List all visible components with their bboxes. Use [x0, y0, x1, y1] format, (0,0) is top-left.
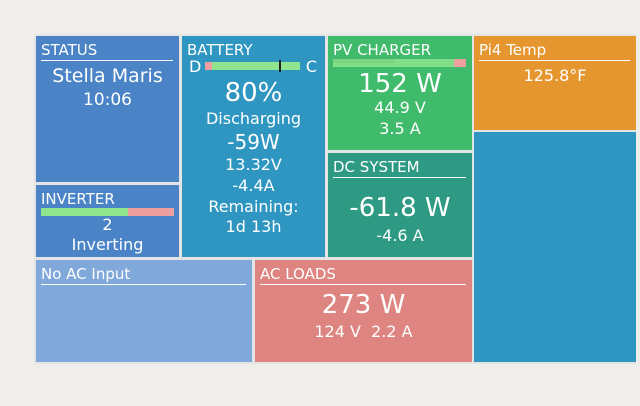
temperature-tile: Pi4 Temp 125.8°F	[474, 36, 636, 130]
dc-current: -4.6 A	[376, 226, 424, 245]
empty-tile	[474, 132, 636, 362]
tile-title: INVERTER	[41, 190, 173, 210]
tile-title: Pi4 Temp	[479, 41, 630, 61]
ac-input-tile: No AC Input	[36, 260, 252, 362]
gauge-marker	[279, 60, 281, 72]
battery-voltage: 13.32V	[225, 155, 282, 174]
inverter-bar-rest	[128, 208, 174, 216]
inverter-tile: INVERTER 2 Inverting	[36, 185, 179, 257]
remaining-label: Remaining:	[208, 197, 299, 216]
remaining-time: 1d 13h	[225, 217, 282, 236]
battery-soc: 80%	[224, 78, 283, 108]
pv-current: 3.5 A	[379, 119, 421, 138]
battery-power: -59W	[227, 130, 280, 154]
gauge-right-label: C	[305, 57, 317, 76]
pv-voltage: 44.9 V	[374, 98, 426, 117]
gauge-fill	[212, 62, 300, 70]
tile-title: DC SYSTEM	[333, 158, 466, 178]
system-name: Stella Maris	[52, 65, 163, 87]
inverter-value: 2	[102, 215, 113, 234]
pv-bar-rest	[454, 59, 466, 67]
tile-title: BATTERY	[187, 41, 253, 59]
pv-power: 152 W	[358, 69, 442, 99]
tile-title: AC LOADS	[260, 265, 466, 285]
gauge-low	[205, 62, 212, 70]
temperature-value: 125.8°F	[523, 66, 587, 85]
ac-power: 273 W	[321, 290, 406, 320]
status-tile: STATUS Stella Maris 10:06	[36, 36, 179, 182]
pv-bar	[333, 59, 454, 67]
ac-readings: 124 V 2.2 A	[255, 322, 472, 342]
pv-charger-tile: PV CHARGER 152 W 44.9 V 3.5 A	[328, 36, 472, 150]
ac-loads-tile: AC LOADS 273 W 124 V 2.2 A	[255, 260, 472, 362]
tile-title: PV CHARGER	[333, 41, 432, 59]
battery-current: -4.4A	[232, 176, 275, 195]
clock: 10:06	[83, 90, 132, 110]
tile-title: No AC Input	[41, 265, 246, 285]
overview-panel: STATUS Stella Maris 10:06 INVERTER 2 Inv…	[34, 34, 636, 364]
inverter-state: Inverting	[71, 235, 144, 254]
battery-state: Discharging	[205, 109, 302, 128]
tile-title: STATUS	[41, 41, 173, 61]
gauge-left-label: D	[189, 57, 202, 76]
dc-system-tile: DC SYSTEM -61.8 W -4.6 A	[328, 153, 472, 257]
dc-power: -61.8 W	[349, 193, 451, 223]
ac-voltage: 124 V	[314, 322, 361, 341]
ac-current: 2.2 A	[371, 322, 413, 341]
inverter-bar	[41, 208, 128, 216]
battery-tile: BATTERY D C 80% Discharging -59W 13.32V …	[182, 36, 325, 257]
